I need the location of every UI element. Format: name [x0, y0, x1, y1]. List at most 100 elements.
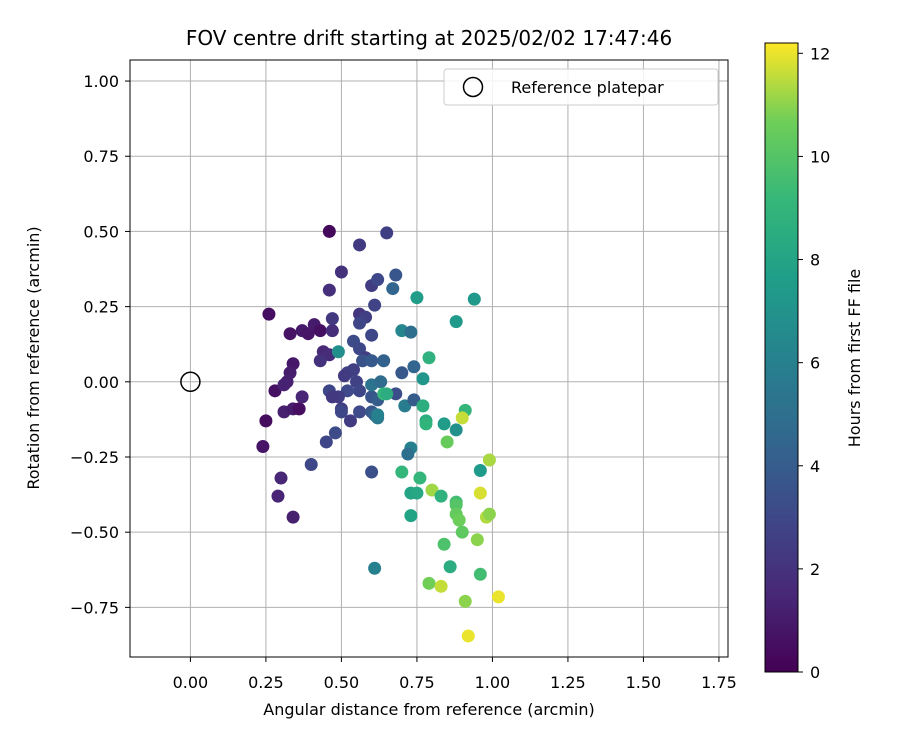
colorbar-tick-label: 10: [810, 147, 830, 166]
data-point: [401, 447, 415, 461]
data-points: [256, 224, 505, 643]
y-axis-label: Rotation from reference (arcmin): [24, 226, 43, 489]
data-point: [256, 439, 270, 453]
data-point: [356, 354, 370, 368]
data-point: [416, 399, 430, 413]
data-point: [368, 561, 382, 575]
data-point: [389, 387, 403, 401]
data-point: [283, 327, 297, 341]
y-tick-label: 0.50: [83, 222, 119, 241]
data-point: [455, 411, 469, 425]
y-tick-label: 0.25: [83, 298, 119, 317]
data-point: [422, 576, 436, 590]
data-point: [334, 405, 348, 419]
data-point: [368, 298, 382, 312]
data-point: [304, 458, 318, 472]
colorbar-ticks: 0 2 4 6 8 10 12: [798, 44, 830, 682]
colorbar: 0 2 4 6 8 10 12 Hours from first FF file: [764, 42, 864, 682]
colorbar-tick-label: 0: [810, 663, 820, 682]
data-point: [337, 369, 351, 383]
data-point: [325, 390, 339, 404]
x-tick-label: 0.50: [324, 673, 360, 692]
legend-marker-icon: [462, 76, 484, 98]
data-point: [313, 354, 327, 368]
data-point: [422, 351, 436, 365]
data-point: [274, 471, 288, 485]
x-tick-label: 1.75: [701, 673, 737, 692]
data-point: [437, 417, 451, 431]
y-tick-label: 1.00: [83, 72, 119, 91]
data-point: [395, 465, 409, 479]
data-point: [437, 537, 451, 551]
data-point: [491, 590, 505, 604]
data-point: [374, 375, 388, 389]
x-tick-label: 1.25: [550, 673, 586, 692]
colorbar-tick-label: 8: [810, 251, 820, 270]
data-point: [419, 417, 433, 431]
data-point: [365, 465, 379, 479]
colorbar-tick-label: 2: [810, 560, 820, 579]
data-point: [371, 273, 385, 287]
y-tick-label: −0.25: [70, 448, 119, 467]
data-point: [458, 594, 472, 608]
data-point: [404, 509, 418, 523]
data-point: [452, 513, 466, 527]
data-point: [410, 486, 424, 500]
data-point: [365, 354, 379, 368]
data-point: [286, 510, 300, 524]
data-point: [377, 354, 391, 368]
data-point: [449, 315, 463, 329]
data-point: [389, 268, 403, 282]
data-point: [331, 345, 345, 359]
x-axis-ticks: 0.00 0.25 0.50 0.75 1.00 1.25 1.50 1.75: [173, 657, 737, 692]
x-axis-label: Angular distance from reference (arcmin): [263, 700, 594, 719]
x-tick-label: 0.25: [248, 673, 284, 692]
data-point: [277, 378, 291, 392]
data-point: [353, 384, 367, 398]
data-point: [434, 579, 448, 593]
colorbar-label: Hours from first FF file: [845, 269, 864, 448]
data-point: [449, 423, 463, 437]
data-point: [292, 402, 306, 416]
data-point: [443, 560, 457, 574]
y-tick-label: −0.50: [70, 523, 119, 542]
colorbar-tick-label: 4: [810, 457, 820, 476]
data-point: [461, 629, 475, 643]
data-point: [482, 507, 496, 521]
data-point: [410, 291, 424, 305]
data-point: [371, 408, 385, 422]
colorbar-gradient: [764, 42, 799, 673]
data-point: [313, 324, 327, 338]
data-point: [473, 567, 487, 581]
y-tick-label: 0.00: [83, 373, 119, 392]
data-point: [353, 238, 367, 252]
data-point: [295, 390, 309, 404]
chart-title: FOV centre drift starting at 2025/02/02 …: [186, 26, 672, 50]
data-point: [380, 226, 394, 240]
data-point: [380, 387, 394, 401]
data-point: [386, 282, 400, 296]
x-tick-label: 0.00: [173, 673, 209, 692]
data-point: [325, 324, 339, 338]
x-tick-label: 1.50: [626, 673, 662, 692]
data-point: [467, 292, 481, 306]
x-tick-label: 0.75: [399, 673, 435, 692]
data-point: [343, 414, 357, 428]
y-tick-label: 0.75: [83, 147, 119, 166]
data-point: [404, 325, 418, 339]
data-point: [473, 486, 487, 500]
data-point: [470, 533, 484, 547]
colorbar-tick-label: 6: [810, 354, 820, 373]
reference-marker: [180, 371, 201, 393]
data-point: [365, 328, 379, 342]
data-point: [259, 414, 273, 428]
x-tick-label: 1.00: [475, 673, 511, 692]
data-point: [395, 366, 409, 380]
colorbar-tick-label: 12: [810, 44, 830, 63]
data-point: [325, 312, 339, 326]
data-point: [353, 405, 367, 419]
data-point: [482, 453, 496, 467]
plot-frame: [129, 59, 729, 658]
